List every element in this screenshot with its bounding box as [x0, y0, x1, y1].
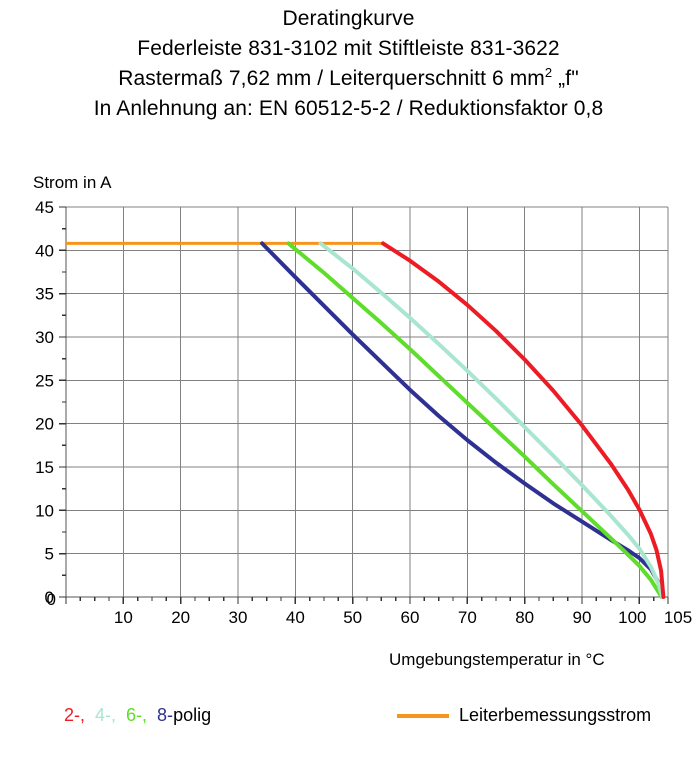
legend-poles: 2-, 4-, 6-, 8-polig [64, 705, 211, 726]
series-line-2-polig [381, 241, 666, 599]
x-tick-label-105: 105 [664, 608, 692, 627]
chart-title-block: Deratingkurve Federleiste 831-3102 mit S… [0, 4, 697, 124]
legend-reference-label: Leiterbemessungsstrom [459, 705, 652, 725]
title-line-3-main: Rastermaß 7,62 mm / Leiterquerschnitt 6 … [118, 67, 545, 90]
title-line-3-superscript: 2 [544, 65, 553, 80]
x-axis-title: Umgebungstemperatur in °C [389, 650, 605, 669]
x-tick-label-30: 30 [229, 608, 248, 627]
title-line-1: Deratingkurve [282, 7, 415, 30]
series-line-8-polig [260, 241, 665, 599]
y-tick-label-45: 45 [35, 198, 54, 217]
series-line-4-polig [318, 241, 665, 599]
y-tick-label-30: 30 [35, 328, 54, 347]
x-tick-label-10: 10 [114, 608, 133, 627]
x-tick-label-100: 100 [618, 608, 646, 627]
legend-pole-item-3: 6-, [126, 705, 158, 725]
x-tick-label-40: 40 [286, 608, 305, 627]
legend-pole-item-2: 4-, [95, 705, 127, 725]
chart-legend: 2-, 4-, 6-, 8-polig Leiterbemessungsstro… [0, 705, 697, 745]
y-tick-label-15: 15 [35, 458, 54, 477]
x-tick-label-20: 20 [171, 608, 190, 627]
y-axis-title: Strom in A [33, 173, 112, 192]
y-tick-label-20: 20 [35, 415, 54, 434]
legend-reference-line: Leiterbemessungsstrom [397, 705, 651, 726]
legend-pole-item-4: 8- [157, 705, 174, 725]
legend-line-swatch [397, 713, 449, 718]
title-line-2: Federleiste 831-3102 mit Stiftleiste 831… [137, 37, 560, 60]
y-tick-label-40: 40 [35, 241, 54, 260]
y-tick-label-35: 35 [35, 285, 54, 304]
y-tick-label-25: 25 [35, 371, 54, 390]
y-tick-label-5: 5 [45, 545, 54, 564]
x-tick-label-70: 70 [458, 608, 477, 627]
legend-poles-suffix: polig [173, 705, 212, 725]
x-tick-label-80: 80 [515, 608, 534, 627]
title-line-3: Rastermaß 7,62 mm / Leiterquerschnitt 6 … [0, 64, 697, 94]
x-tick-label-0: 0 [47, 590, 56, 609]
x-tick-label-90: 90 [573, 608, 592, 627]
deratingkurve-chart: Strom in A 0 5 10 15 20 25 30 35 40 45 0 10 20 30 40 50… [0, 165, 697, 669]
series-line-6-polig [286, 241, 664, 599]
title-line-4: In Anlehnung an: EN 60512-5-2 / Reduktio… [93, 97, 604, 120]
title-line-3-suffix: „f" [552, 67, 579, 90]
x-tick-label-50: 50 [343, 608, 362, 627]
y-tick-label-0: 0 [45, 588, 54, 607]
legend-pole-item-1: 2-, [64, 705, 96, 725]
x-tick-label-60: 60 [401, 608, 420, 627]
y-tick-label-10: 10 [35, 501, 54, 520]
